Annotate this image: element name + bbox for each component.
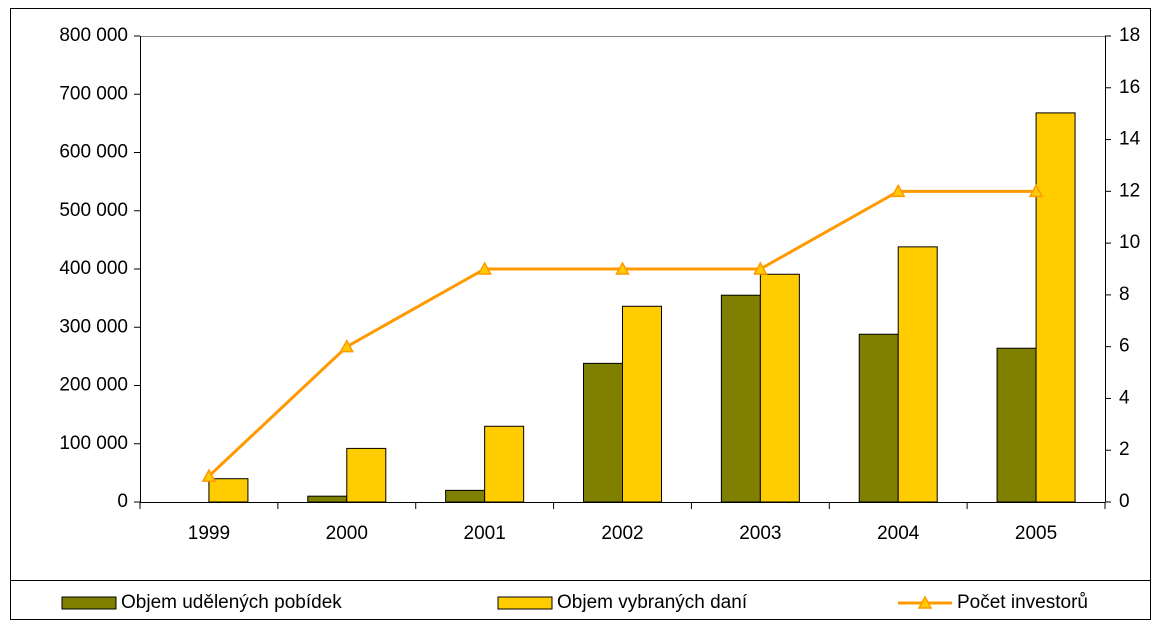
y-tick-label: 600 000 [59,142,128,163]
marker [615,261,630,275]
bar [484,425,525,503]
y-tick-label: 200 000 [59,375,128,396]
legend-label: Objem vybraných daní [557,592,748,613]
x-tick-label: 2002 [601,523,643,544]
bar [307,495,348,503]
y2-tick-label: 18 [1119,25,1140,46]
y2-tick-label: 0 [1119,491,1130,512]
y-tick-label: 400 000 [59,258,128,279]
legend-label: Objem udělených pobídek [121,592,342,613]
y2-tick-label: 12 [1119,180,1140,201]
y2-tick-label: 2 [1119,439,1130,460]
y-tick-label: 800 000 [59,25,128,46]
chart-border [10,8,1151,620]
y2-tick-label: 16 [1119,77,1140,98]
y-tick-label: 300 000 [59,316,128,337]
x-tick-label: 2000 [326,523,368,544]
y-tick-label: 0 [117,491,128,512]
bar [858,333,899,503]
y2-tick-label: 6 [1119,336,1130,357]
bar [445,489,486,503]
y2-tick-label: 8 [1119,284,1130,305]
marker [339,339,355,353]
marker [477,261,492,275]
marker [201,468,217,482]
y2-tick-label: 10 [1119,232,1140,253]
bar [346,447,387,503]
bar [583,362,623,503]
bar [759,273,800,503]
y-tick-label: 100 000 [59,433,128,454]
marker [890,183,906,198]
bar [996,347,1037,503]
legend-swatch [497,596,553,610]
x-tick-label: 1999 [188,523,230,544]
marker [753,261,768,275]
y2-tick-label: 4 [1119,387,1130,408]
x-tick-label: 2003 [739,523,781,544]
bar [1035,112,1076,503]
y-tick-label: 500 000 [59,200,128,221]
x-tick-label: 2005 [1015,523,1057,544]
legend-label: Počet investorů [957,592,1088,613]
bar [208,478,249,503]
y2-tick-label: 14 [1119,129,1141,150]
x-tick-label: 2001 [464,523,506,544]
bar [622,305,662,503]
legend-swatch [61,596,117,610]
marker [1028,183,1044,198]
bar [720,294,761,503]
y-tick-label: 700 000 [59,83,128,104]
legend-marker [917,595,933,609]
x-tick-label: 2004 [877,523,920,544]
bar [897,246,938,503]
